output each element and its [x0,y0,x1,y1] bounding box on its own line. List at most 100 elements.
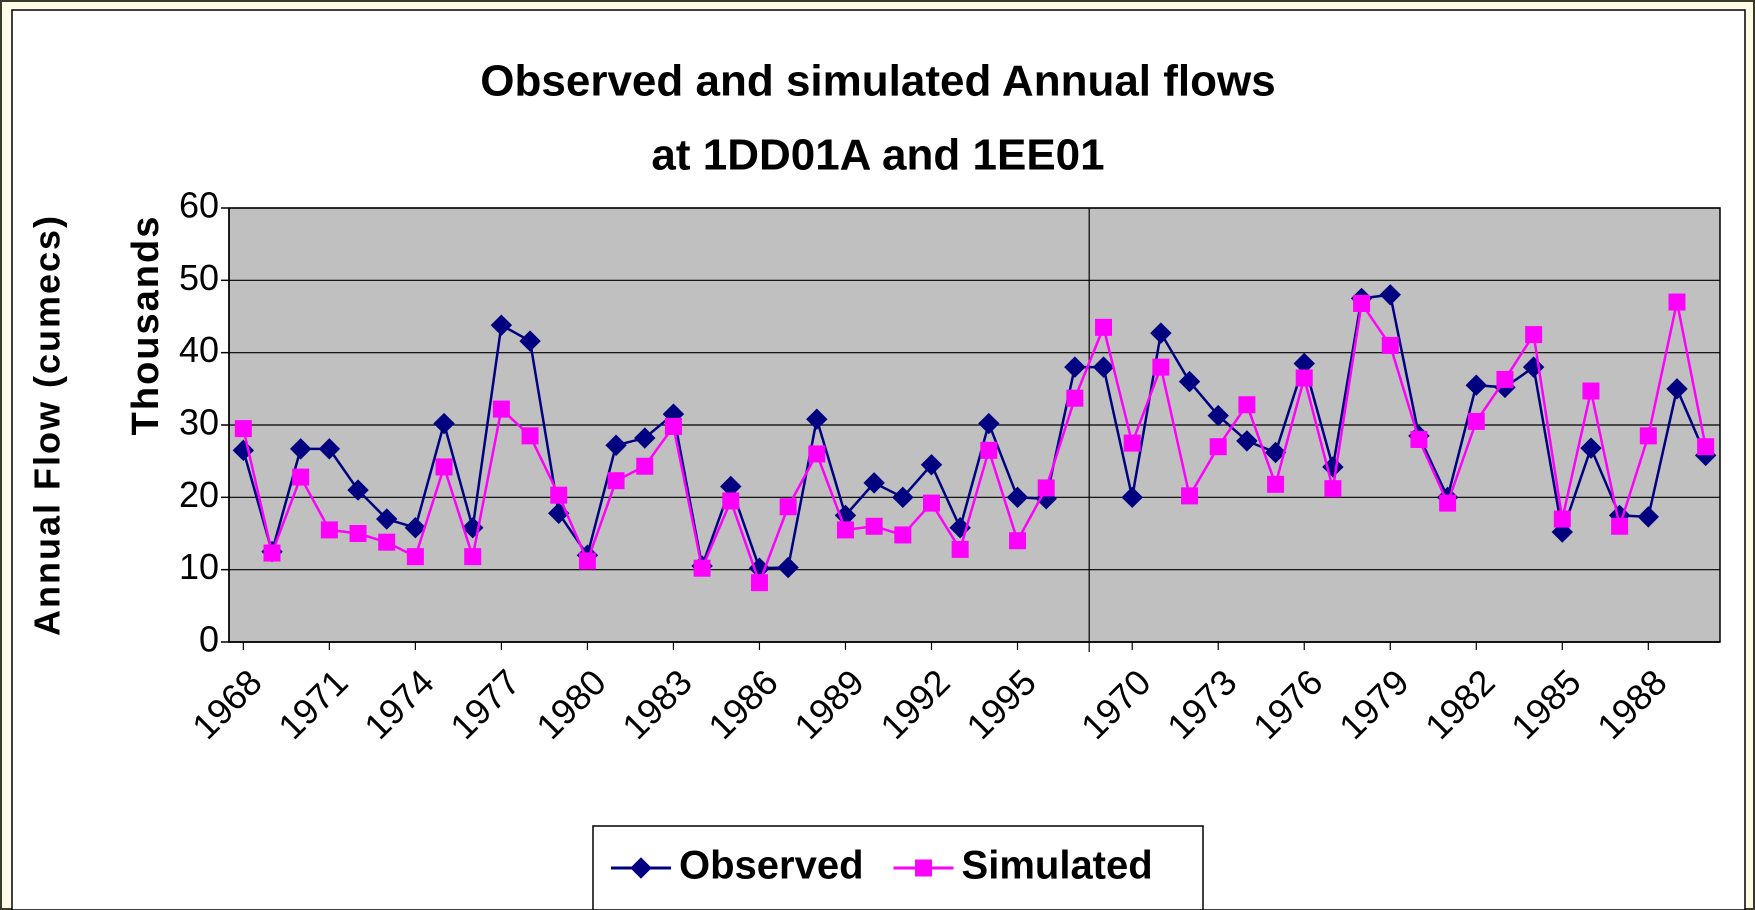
point-marker [378,533,396,551]
point-marker [1121,486,1143,509]
point-marker [722,492,740,510]
point-marker [779,498,797,516]
y-tick-label: 50 [179,257,219,298]
point-marker [1264,441,1287,464]
point-marker [1066,389,1084,407]
point-marker [607,472,625,490]
point-marker [634,427,656,449]
point-marker [1410,430,1428,448]
series-line [242,300,1707,587]
point-marker [980,441,998,459]
y-unit-label: Thousands [125,215,167,436]
point-marker [1525,326,1543,344]
point-marker [404,517,427,539]
point-marker [605,434,627,456]
point-marker [550,486,568,504]
point-marker [1178,370,1201,393]
point-marker [865,517,883,535]
point-marker [693,559,711,577]
point-marker [1379,284,1401,306]
point-marker [289,438,312,460]
point-marker [263,544,281,562]
point-marker [863,472,885,494]
point-marker [492,400,510,418]
point-marker [1697,438,1715,456]
series-line [242,293,1707,571]
point-marker [1236,430,1258,452]
legend: Observed Simulated [592,825,1204,910]
point-marker [435,458,453,476]
point-marker [1324,480,1342,498]
y-tick-label: 40 [179,329,219,370]
point-marker [1580,437,1602,459]
point-marker [1467,412,1485,430]
point-marker [234,420,252,438]
point-marker [1123,434,1141,452]
point-marker [1009,532,1027,550]
y-tick-label: 20 [179,474,219,515]
point-marker [1152,358,1170,376]
legend-label: Observed [679,844,864,888]
chart-title: at 1DD01A and 1EE01 [651,131,1104,180]
point-marker [1181,487,1199,505]
y-tick-label: 60 [179,185,219,226]
point-marker [1639,427,1657,445]
point-marker [406,548,424,566]
point-marker [1092,356,1115,378]
point-marker [808,445,826,463]
point-marker [318,438,341,460]
point-marker [922,494,940,512]
point-marker [915,859,933,877]
point-marker [578,552,596,570]
point-marker [1439,494,1457,512]
point-marker [1668,293,1686,311]
point-marker [630,857,652,879]
point-marker [1553,510,1571,528]
point-marker [464,548,482,566]
point-marker [1353,294,1371,312]
point-marker [1582,382,1600,400]
series [234,293,1715,592]
point-marker [777,556,799,579]
point-marker [1150,322,1172,344]
point-marker [636,457,654,475]
point-marker [894,526,912,544]
y-tick-label: 30 [179,402,219,443]
point-marker [347,479,369,501]
point-marker [375,508,398,530]
point-marker [521,427,539,445]
point-marker [490,314,513,336]
point-marker [519,330,541,352]
point-marker [978,412,1000,435]
y-tick-label: 10 [179,546,219,587]
point-marker [664,417,682,435]
point-marker [1496,370,1514,388]
point-marker [1381,336,1399,354]
point-marker [750,574,768,592]
point-marker [349,525,367,542]
point-marker [1006,486,1029,509]
point-marker [951,540,969,558]
chart-title: Observed and simulated Annual flows [480,57,1275,106]
y-axis-label: Annual Flow (cumecs) [27,214,68,636]
legend-label: Simulated [962,844,1153,888]
point-marker [1209,438,1227,456]
point-marker [892,486,914,509]
point-marker [433,412,455,435]
point-marker [1064,356,1086,378]
point-marker [1295,369,1313,387]
point-marker [1637,506,1660,528]
point-marker [920,454,943,476]
y-tick-label: 0 [199,619,219,660]
point-marker [806,408,828,430]
point-marker [1037,479,1055,497]
point-marker [1611,517,1629,535]
point-marker [836,521,854,539]
point-marker [1465,374,1487,396]
point-marker [1207,404,1229,427]
point-marker [1238,396,1256,414]
point-marker [1095,318,1113,336]
point-marker [1666,378,1688,400]
